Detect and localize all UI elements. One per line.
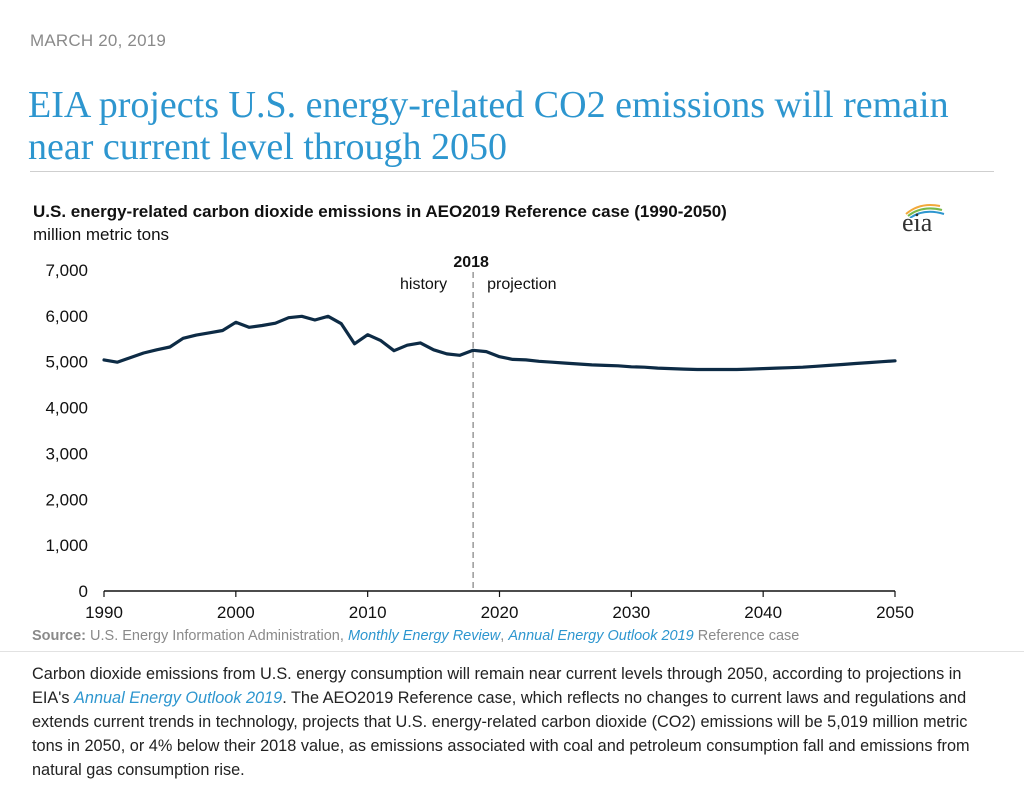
caption-text-1: Carbon dioxide emissions from U.S. energ…	[32, 665, 962, 707]
y-tick-label: 1,000	[45, 536, 88, 555]
y-axis: 0 1,000 2,000 3,000 4,000 5,000 6,000 7,000	[45, 261, 88, 601]
chart-y-units: million metric tons	[33, 225, 170, 244]
eia-logo: eia	[900, 198, 948, 238]
history-projection-divider: 2018 history projection	[400, 254, 557, 591]
x-tick-label: 2010	[349, 603, 387, 622]
y-tick-label: 0	[79, 582, 88, 601]
y-tick-label: 7,000	[45, 261, 88, 280]
y-tick-label: 3,000	[45, 444, 88, 463]
headline-divider	[30, 171, 994, 172]
eia-logo-icon	[905, 204, 945, 218]
source-label: Source:	[32, 628, 86, 644]
x-tick-label: 2050	[876, 603, 914, 622]
caption-link-aeo[interactable]: Annual Energy Outlook 2019	[74, 689, 283, 707]
series-group	[102, 314, 897, 372]
chart-source: Source: U.S. Energy Information Administ…	[32, 628, 799, 644]
x-tick-label: 2030	[612, 603, 650, 622]
x-tick-label: 2000	[217, 603, 255, 622]
history-label: history	[400, 276, 447, 293]
x-tick-label: 2020	[481, 603, 519, 622]
x-axis: 1990 2000 2010 2020 2030 2040 2050	[85, 590, 914, 622]
article-headline: EIA projects U.S. energy-related CO2 emi…	[28, 84, 949, 168]
source-link-mer[interactable]: Monthly Energy Review	[347, 628, 501, 644]
article-date: MARCH 20, 2019	[30, 31, 167, 50]
source-link-aeo[interactable]: Annual Energy Outlook 2019	[508, 628, 694, 644]
x-tick-label: 1990	[85, 603, 123, 622]
projection-label: projection	[487, 276, 556, 293]
source-tail: Reference case	[697, 628, 800, 644]
source-text: U.S. Energy Information Administration,	[90, 628, 344, 644]
caption-text-2: . The AEO2019 Reference case, which refl…	[32, 689, 970, 779]
caption-divider	[0, 651, 1024, 652]
eia-logo-text: eia	[902, 208, 933, 237]
y-tick-label: 4,000	[45, 399, 88, 418]
divider-year-label: 2018	[453, 254, 489, 271]
y-tick-label: 2,000	[45, 490, 88, 509]
chart-title: U.S. energy-related carbon dioxide emiss…	[33, 202, 727, 221]
article-caption: Carbon dioxide emissions from U.S. energ…	[32, 662, 1002, 782]
y-tick-label: 6,000	[45, 307, 88, 326]
emissions-line-chart: 0 1,000 2,000 3,000 4,000 5,000 6,000 7,000 199…	[45, 254, 914, 622]
x-tick-label: 2040	[744, 603, 782, 622]
series-line-co2-emissions	[102, 314, 897, 372]
y-tick-label: 5,000	[45, 353, 88, 372]
source-separator: ,	[500, 628, 505, 644]
